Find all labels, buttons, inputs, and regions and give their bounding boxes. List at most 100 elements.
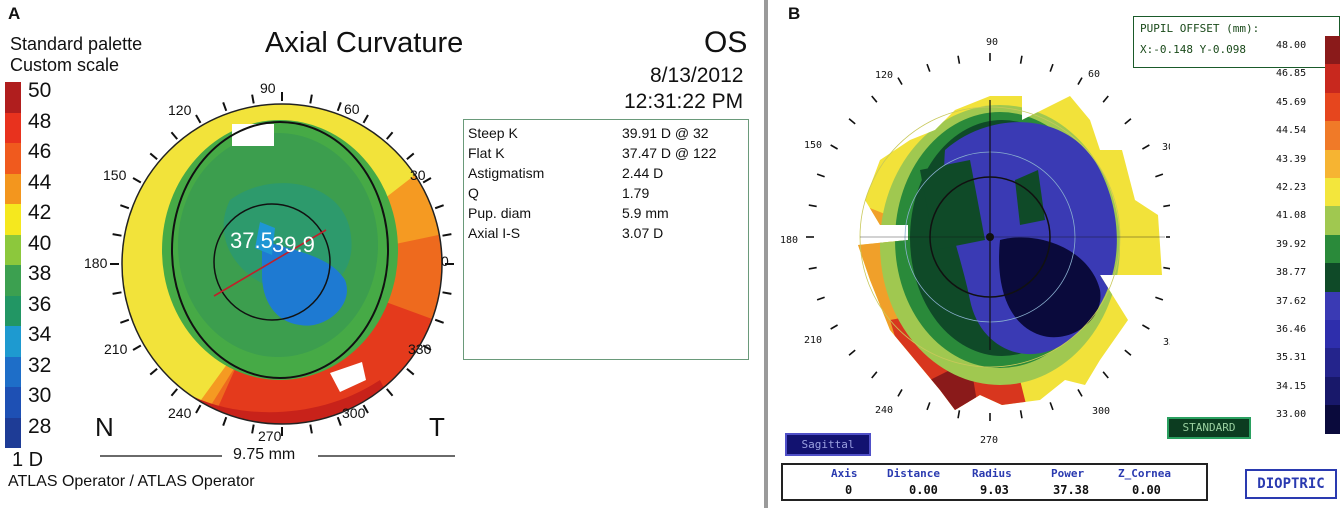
- angle-tick: [1155, 296, 1164, 301]
- scale-a-swatch: [5, 173, 21, 204]
- info-label-flat-k: Flat K: [468, 145, 505, 161]
- b-angle-90-label: 90: [986, 37, 998, 48]
- readout-value-axis: 0: [845, 483, 853, 497]
- scale-b-swatch: [1325, 92, 1340, 122]
- scale-b-label: 44.54: [1276, 125, 1307, 137]
- angle-0-label: 0: [441, 253, 449, 269]
- scale-b-label: 35.31: [1276, 352, 1307, 364]
- angle-tick: [926, 402, 931, 411]
- angle-tick: [1155, 173, 1164, 178]
- scale-a-swatch: [5, 417, 21, 448]
- angle-300-label: 300: [342, 405, 366, 421]
- scale-b-swatch: [1325, 36, 1340, 65]
- panel-b-letter: B: [788, 4, 801, 23]
- panel-b-sagittal-map: B PUPIL OFFSET (mm): X:-0.148 Y-0.098: [770, 0, 1341, 508]
- angle-120-label: 120: [168, 102, 192, 118]
- b-angle-300-label: 300: [1092, 406, 1110, 417]
- angle-tick: [830, 144, 838, 150]
- scale-a-label: 44: [28, 170, 52, 194]
- axial-curvature-map: 37.5 39.9 90 60 30 0 330 300 270 240 210…: [84, 80, 455, 457]
- scale-a-label: 42: [28, 201, 52, 224]
- b-angle-270-label: 270: [980, 435, 998, 446]
- scale-b-swatch: [1325, 206, 1340, 235]
- scale-b-label: 43.39: [1276, 153, 1307, 165]
- sagittal-map-button[interactable]: Sagittal: [785, 433, 871, 456]
- scale-b-label: 48.00: [1276, 40, 1307, 51]
- panel-divider: [764, 0, 768, 508]
- scale-b-label: 39.92: [1276, 238, 1307, 250]
- scale-b-swatch: [1325, 291, 1340, 320]
- angle-tick: [808, 204, 817, 208]
- scale-a-label: 48: [28, 109, 52, 133]
- b-angle-330-label: 330: [1163, 337, 1170, 348]
- info-value-steep-k: 39.91 D @ 32: [622, 125, 709, 141]
- readout-header-axis: Axis: [831, 467, 858, 480]
- scale-a-label: 32: [28, 353, 52, 377]
- angle-tick: [816, 173, 825, 178]
- angle-tick: [149, 368, 158, 376]
- scale-b-swatch: [1325, 178, 1340, 207]
- angle-tick: [120, 318, 130, 324]
- diameter-label: 9.75 mm: [233, 446, 296, 463]
- angle-tick: [112, 291, 122, 295]
- scale-b-swatch: [1325, 263, 1340, 292]
- map-value-2: 39.9: [272, 232, 315, 257]
- angle-tick: [442, 291, 452, 295]
- angle-tick: [957, 410, 961, 419]
- angle-tick: [386, 388, 394, 397]
- nasal-label: N: [95, 412, 114, 442]
- info-label-pupil-diam: Pup. diam: [468, 205, 532, 221]
- angle-tick: [222, 416, 228, 426]
- scale-b-label: 37.62: [1276, 295, 1307, 307]
- angle-tick: [1077, 77, 1083, 85]
- angle-tick: [120, 204, 130, 210]
- scale-a-label: 30: [28, 384, 52, 407]
- exam-date: 8/13/2012: [650, 64, 744, 87]
- angle-330-label: 330: [408, 341, 432, 357]
- angle-150-label: 150: [103, 167, 127, 183]
- keratometry-info-box: Steep K 39.91 D @ 32 Flat K 37.47 D @ 12…: [463, 119, 749, 360]
- b-angle-210-label: 210: [804, 335, 822, 346]
- pupil-offset-values: X:-0.148 Y-0.098: [1140, 43, 1246, 56]
- angle-180-label: 180: [84, 255, 108, 271]
- panel-a-axial-curvature: A Standard palette Custom scale Axial Cu…: [5, 4, 749, 490]
- scale-b-swatch: [1325, 405, 1340, 434]
- angle-270-label: 270: [258, 428, 282, 444]
- temporal-label: T: [429, 412, 445, 442]
- readout-value-power: 37.38: [1053, 483, 1090, 497]
- angle-tick: [251, 424, 255, 434]
- standard-scale-button[interactable]: STANDARD: [1167, 417, 1251, 439]
- angle-tick: [406, 152, 415, 160]
- b-angle-240-label: 240: [875, 405, 893, 416]
- angle-tick: [1102, 95, 1109, 103]
- angle-tick: [1049, 63, 1054, 72]
- b-angle-30-label: 30: [1162, 142, 1170, 153]
- angle-tick: [309, 424, 313, 434]
- scale-a-swatch: [5, 326, 21, 357]
- scale-b-label: 45.69: [1276, 96, 1307, 108]
- scale-b-label: 46.85: [1276, 68, 1307, 80]
- angle-tick: [1163, 266, 1170, 270]
- readout-header-distance: Distance: [887, 467, 940, 480]
- angle-tick: [434, 318, 444, 324]
- scale-a-swatch: [5, 112, 21, 143]
- angle-210-label: 210: [104, 341, 128, 357]
- scale-a-swatch: [5, 387, 21, 418]
- b-angle-150-label: 150: [804, 140, 822, 151]
- angle-tick: [871, 371, 878, 379]
- dioptric-button[interactable]: DIOPTRIC: [1245, 469, 1337, 499]
- angle-tick: [1019, 410, 1023, 419]
- angle-tick: [434, 204, 444, 210]
- angle-tick: [957, 55, 961, 64]
- angle-60-label: 60: [344, 101, 360, 117]
- angle-tick: [1124, 118, 1132, 125]
- scale-a-swatch: [5, 234, 21, 265]
- scale-b-label: 36.46: [1276, 324, 1307, 335]
- angle-tick: [170, 388, 178, 397]
- readout-value-radius: 9.03: [980, 483, 1009, 497]
- angle-tick: [808, 266, 817, 270]
- sagittal-curvature-map: 90 60 30 00 330 300 270 240 210 180 150 …: [780, 37, 1170, 446]
- angle-tick: [149, 152, 158, 160]
- scale-type-label: Custom scale: [10, 55, 120, 75]
- angle-tick: [336, 416, 342, 426]
